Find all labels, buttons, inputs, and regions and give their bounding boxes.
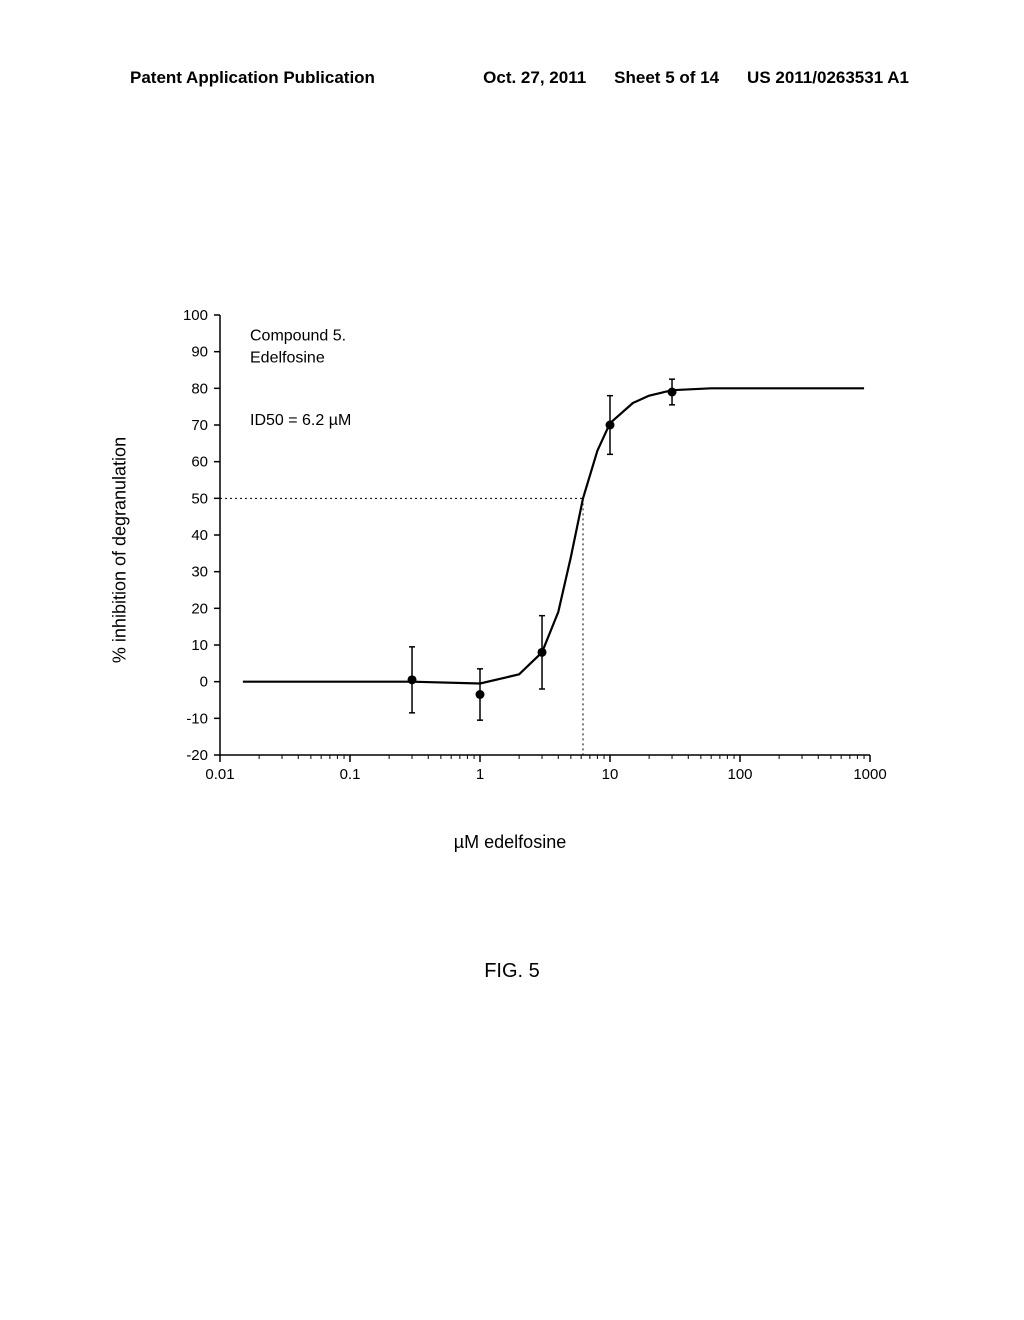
header-pubno: US 2011/0263531 A1: [747, 68, 909, 88]
svg-text:70: 70: [191, 417, 208, 434]
y-axis-title: % inhibition of degranulation: [110, 437, 131, 663]
header-sheet: Sheet 5 of 14: [614, 68, 719, 88]
dose-response-chart: % inhibition of degranulation -20-100102…: [130, 305, 890, 795]
svg-text:1000: 1000: [853, 766, 886, 783]
svg-text:0: 0: [200, 674, 208, 691]
svg-text:40: 40: [191, 527, 208, 544]
header-date: Oct. 27, 2011: [483, 68, 586, 88]
svg-text:90: 90: [191, 344, 208, 361]
svg-text:-10: -10: [186, 710, 208, 727]
svg-text:20: 20: [191, 600, 208, 617]
svg-text:Compound 5.: Compound 5.: [250, 328, 346, 345]
header-left: Patent Application Publication: [130, 68, 375, 88]
x-axis-title: µM edelfosine: [454, 832, 566, 853]
svg-text:0.1: 0.1: [340, 766, 361, 783]
svg-text:10: 10: [602, 766, 619, 783]
svg-text:0.01: 0.01: [205, 766, 234, 783]
svg-text:100: 100: [183, 307, 208, 324]
svg-text:ID50 = 6.2 µM: ID50 = 6.2 µM: [250, 412, 351, 429]
figure-caption: FIG. 5: [484, 960, 540, 983]
patent-header: Patent Application Publication Oct. 27, …: [0, 68, 1024, 88]
svg-text:50: 50: [191, 490, 208, 507]
header-right-group: Oct. 27, 2011 Sheet 5 of 14 US 2011/0263…: [483, 68, 909, 88]
svg-text:80: 80: [191, 380, 208, 397]
svg-text:60: 60: [191, 454, 208, 471]
svg-text:30: 30: [191, 564, 208, 581]
svg-text:1: 1: [476, 766, 484, 783]
chart-svg: -20 -10 0 10 20 30 40 50 60 70 80 90 100 0.01 0.1 1 10 10…: [130, 305, 890, 795]
svg-text:-20: -20: [186, 747, 208, 764]
svg-text:10: 10: [191, 637, 208, 654]
svg-text:Edelfosine: Edelfosine: [250, 350, 325, 367]
svg-text:100: 100: [727, 766, 752, 783]
